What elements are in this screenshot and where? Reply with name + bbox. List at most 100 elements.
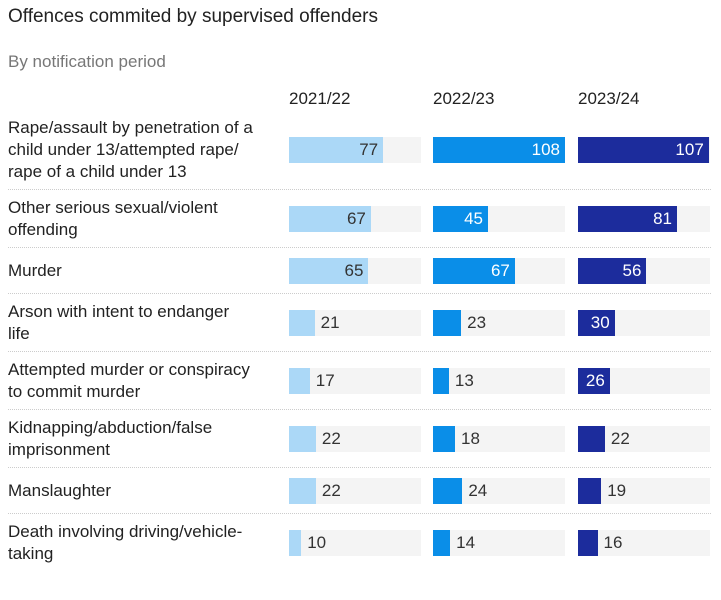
bar-track: 19 — [578, 478, 710, 504]
data-label: 56 — [622, 261, 642, 280]
row-divider — [8, 513, 711, 514]
bar-track: 23 — [433, 310, 565, 336]
bar — [578, 258, 647, 284]
column-header-2021-22: 2021/22 — [289, 89, 351, 108]
bar — [578, 478, 602, 504]
data-label: 26 — [585, 371, 605, 390]
bar-track: 22 — [289, 426, 421, 452]
bar — [433, 310, 462, 336]
bar-track: 14 — [433, 530, 565, 556]
column-header-2022-23: 2022/23 — [433, 89, 495, 108]
data-label: 107 — [675, 140, 704, 159]
data-label: 13 — [454, 371, 474, 390]
data-label: 16 — [603, 533, 623, 552]
bar — [433, 258, 515, 284]
bar — [433, 206, 488, 232]
data-label: 81 — [653, 209, 672, 228]
category-label: Arson with intent to endanger life — [8, 302, 230, 343]
category-label: Murder — [8, 261, 62, 280]
data-label: 18 — [461, 429, 480, 448]
row-divider — [8, 247, 711, 248]
bar — [578, 206, 677, 232]
bar-track: 26 — [578, 368, 710, 394]
bar — [289, 530, 302, 556]
bar-track: 13 — [433, 368, 565, 394]
bar-track: 45 — [433, 206, 565, 232]
bar-track: 22 — [578, 426, 710, 452]
chart-row: Death involving driving/vehicle-taking 10… — [0, 514, 721, 572]
bar-track: 81 — [578, 206, 710, 232]
bar-track: 18 — [433, 426, 565, 452]
bar — [578, 368, 610, 394]
bar — [578, 530, 598, 556]
row-divider — [8, 409, 711, 410]
data-label: 65 — [344, 261, 364, 280]
bar-track: 67 — [289, 206, 421, 232]
chart-subtitle: By notification period — [8, 52, 166, 71]
chart-row: Arson with intent to endanger life 21 23 30 — [0, 294, 721, 352]
data-label: 45 — [464, 209, 483, 228]
bar-track: 108 — [433, 137, 565, 163]
bar — [289, 310, 315, 336]
bar — [289, 137, 384, 163]
column-header-2023-24: 2023/24 — [578, 89, 640, 108]
bar — [433, 426, 455, 452]
bar — [578, 426, 605, 452]
bar-track: 21 — [289, 310, 421, 336]
data-label: 67 — [490, 261, 510, 280]
chart-title: Offences commited by supervised offender… — [8, 6, 378, 27]
bar-track: 10 — [289, 530, 421, 556]
bar — [289, 206, 371, 232]
row-divider — [8, 189, 711, 190]
data-label: 22 — [610, 429, 630, 448]
data-label: 14 — [456, 533, 476, 552]
data-label: 21 — [320, 313, 340, 332]
data-label: 22 — [321, 481, 341, 500]
bar — [433, 137, 565, 163]
data-label: 30 — [590, 313, 610, 332]
row-divider — [8, 351, 711, 352]
data-label: 22 — [321, 429, 341, 448]
row-divider — [8, 293, 711, 294]
bar — [433, 478, 463, 504]
bar-track: 67 — [433, 258, 565, 284]
bar-track: 77 — [289, 137, 421, 163]
data-label: 77 — [359, 140, 379, 159]
bar-track: 22 — [289, 478, 421, 504]
bar — [578, 137, 709, 163]
data-label: 17 — [315, 371, 335, 390]
bar-track: 107 — [578, 137, 710, 163]
category-label: Kidnapping/abduction/false imprisonment — [8, 418, 213, 459]
category-label: Rape/assault by penetration of a child un… — [8, 118, 253, 181]
data-label: 10 — [307, 533, 327, 552]
chart-row: Kidnapping/abduction/false imprisonment 22… — [0, 410, 721, 468]
category-label: Attempted murder or conspiracy to commit … — [8, 360, 250, 401]
data-label: 67 — [346, 209, 366, 228]
chart-row: Attempted murder or conspiracy to commit … — [0, 352, 721, 410]
data-label: 23 — [467, 313, 487, 332]
data-label: 108 — [531, 140, 560, 159]
category-label: Death involving driving/vehicle-taking — [8, 522, 243, 563]
bar — [289, 426, 316, 452]
bar-track: 17 — [289, 368, 421, 394]
bar-track: 65 — [289, 258, 421, 284]
row-divider — [8, 467, 711, 468]
bar-track: 24 — [433, 478, 565, 504]
chart-row: Murder 65 67 56 — [0, 248, 721, 294]
chart-row: Rape/assault by penetration of a child un… — [0, 110, 721, 190]
category-label: Other serious sexual/violent offending — [8, 198, 218, 239]
data-label: 19 — [607, 481, 627, 500]
category-label: Manslaughter — [8, 481, 112, 500]
bar-track: 30 — [578, 310, 710, 336]
chart-row: Other serious sexual/violent offending 67 4… — [0, 190, 721, 248]
bar-track: 16 — [578, 530, 710, 556]
bar — [433, 530, 451, 556]
bar — [578, 310, 615, 336]
chart-row: Manslaughter 22 24 19 — [0, 468, 721, 514]
bar-track: 56 — [578, 258, 710, 284]
bar — [289, 258, 369, 284]
data-label: 24 — [468, 481, 488, 500]
bar — [289, 368, 310, 394]
bar — [289, 478, 316, 504]
bar — [433, 368, 449, 394]
